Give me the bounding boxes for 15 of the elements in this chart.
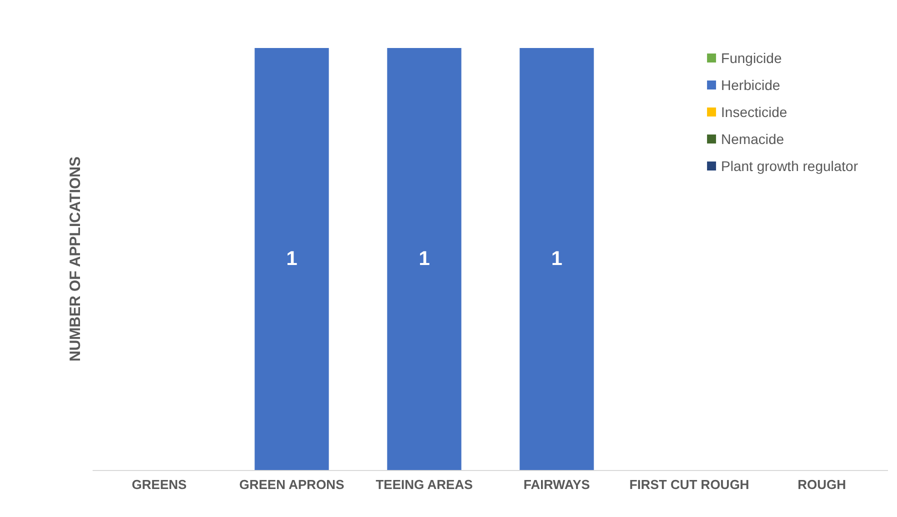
- legend-label: Plant growth regulator: [721, 158, 858, 174]
- legend-label: Insecticide: [721, 104, 788, 120]
- legend-label: Fungicide: [721, 50, 782, 66]
- data-label: 1: [551, 248, 562, 270]
- x-tick-label: GREENS: [132, 477, 188, 492]
- legend-label: Nemacide: [721, 131, 784, 147]
- x-tick-label: ROUGH: [798, 477, 846, 492]
- x-tick-label: GREEN APRONS: [239, 477, 345, 492]
- legend-label: Herbicide: [721, 77, 780, 93]
- x-tick-label: TEEING AREAS: [376, 477, 474, 492]
- y-axis-title: NUMBER OF APPLICATIONS: [67, 156, 84, 362]
- data-label: 1: [418, 248, 430, 270]
- x-tick-label: FAIRWAYS: [524, 477, 590, 492]
- x-tick-label: FIRST CUT ROUGH: [629, 477, 750, 492]
- data-label: 1: [286, 248, 298, 270]
